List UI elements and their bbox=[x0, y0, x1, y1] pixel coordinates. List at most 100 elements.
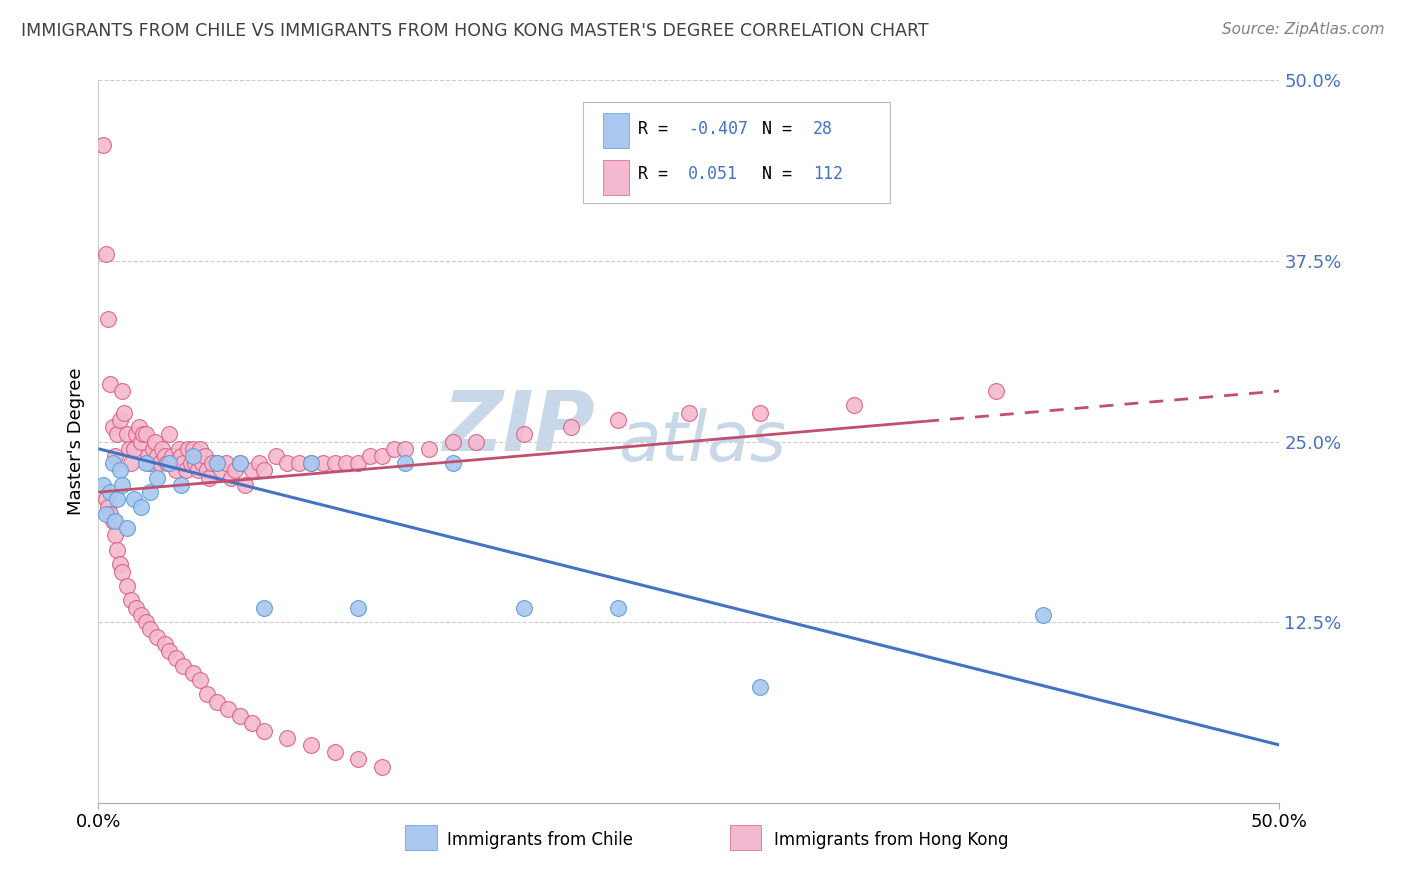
Point bbox=[347, 456, 370, 470]
Point bbox=[253, 723, 276, 738]
Point bbox=[359, 449, 381, 463]
Point bbox=[229, 456, 252, 470]
Bar bbox=[603, 161, 628, 194]
Point bbox=[139, 623, 162, 637]
Point bbox=[153, 637, 176, 651]
Text: 112: 112 bbox=[813, 165, 844, 183]
Point bbox=[98, 376, 121, 391]
Point bbox=[125, 600, 148, 615]
Point bbox=[394, 456, 416, 470]
Point bbox=[104, 528, 127, 542]
Point bbox=[205, 456, 228, 470]
Point bbox=[156, 456, 179, 470]
Point bbox=[233, 478, 256, 492]
Point bbox=[607, 600, 630, 615]
Point bbox=[157, 427, 180, 442]
Point bbox=[512, 600, 534, 615]
Text: Source: ZipAtlas.com: Source: ZipAtlas.com bbox=[1222, 22, 1385, 37]
Point bbox=[129, 607, 152, 622]
Point bbox=[118, 442, 141, 456]
Point bbox=[165, 651, 187, 665]
Point bbox=[181, 665, 204, 680]
Point bbox=[276, 731, 298, 745]
Point bbox=[101, 514, 124, 528]
Point bbox=[157, 644, 180, 658]
Point bbox=[323, 745, 346, 759]
Y-axis label: Master's Degree: Master's Degree bbox=[66, 368, 84, 516]
Point bbox=[108, 413, 131, 427]
Point bbox=[160, 449, 183, 463]
Point bbox=[94, 492, 117, 507]
Point bbox=[253, 600, 276, 615]
Point bbox=[125, 427, 148, 442]
Point bbox=[394, 442, 416, 456]
Point bbox=[108, 463, 131, 477]
Text: N =: N = bbox=[762, 120, 803, 138]
Text: IMMIGRANTS FROM CHILE VS IMMIGRANTS FROM HONG KONG MASTER'S DEGREE CORRELATION C: IMMIGRANTS FROM CHILE VS IMMIGRANTS FROM… bbox=[21, 22, 929, 40]
Point bbox=[104, 514, 127, 528]
Point bbox=[150, 442, 173, 456]
Text: atlas: atlas bbox=[619, 408, 786, 475]
Point bbox=[335, 456, 357, 470]
Bar bbox=[603, 113, 628, 148]
Point bbox=[104, 449, 127, 463]
Point bbox=[181, 449, 204, 463]
Point bbox=[382, 442, 405, 456]
Point bbox=[347, 752, 370, 766]
Point bbox=[264, 449, 287, 463]
Point bbox=[219, 470, 242, 484]
Point bbox=[181, 442, 204, 456]
Point bbox=[132, 427, 155, 442]
Point bbox=[122, 492, 145, 507]
Point bbox=[323, 456, 346, 470]
Point bbox=[165, 463, 187, 477]
Point bbox=[135, 427, 157, 442]
Point bbox=[215, 456, 238, 470]
Point bbox=[129, 500, 152, 514]
Bar bbox=[730, 825, 762, 850]
Point bbox=[198, 470, 221, 484]
Text: N =: N = bbox=[762, 165, 803, 183]
Point bbox=[217, 702, 239, 716]
Point bbox=[112, 406, 135, 420]
Point bbox=[205, 695, 228, 709]
Point bbox=[94, 246, 117, 260]
Point bbox=[146, 449, 169, 463]
Point bbox=[224, 463, 246, 477]
Point bbox=[143, 434, 166, 449]
Point bbox=[247, 456, 270, 470]
Point bbox=[146, 630, 169, 644]
Point bbox=[135, 615, 157, 630]
Point bbox=[146, 470, 169, 484]
Point bbox=[607, 413, 630, 427]
Point bbox=[135, 456, 157, 470]
Text: 28: 28 bbox=[813, 120, 832, 138]
Point bbox=[94, 507, 117, 521]
Point bbox=[108, 558, 131, 572]
Point bbox=[253, 463, 276, 477]
Point bbox=[111, 384, 134, 398]
Point bbox=[984, 384, 1007, 398]
Point bbox=[1032, 607, 1054, 622]
Point bbox=[142, 442, 165, 456]
Point bbox=[748, 406, 770, 420]
Text: R =: R = bbox=[638, 165, 678, 183]
Point bbox=[191, 456, 214, 470]
Point bbox=[111, 565, 134, 579]
Point bbox=[97, 311, 120, 326]
Point bbox=[195, 687, 218, 701]
Bar bbox=[405, 825, 437, 850]
Point bbox=[209, 463, 232, 477]
Point bbox=[167, 442, 190, 456]
Point bbox=[105, 492, 128, 507]
Point bbox=[101, 420, 124, 434]
Point bbox=[229, 456, 252, 470]
Point bbox=[371, 449, 394, 463]
Point bbox=[418, 442, 440, 456]
Point bbox=[371, 760, 394, 774]
Point bbox=[139, 456, 162, 470]
Point bbox=[98, 507, 121, 521]
Point bbox=[163, 456, 186, 470]
Point bbox=[240, 716, 263, 731]
Point bbox=[174, 463, 197, 477]
